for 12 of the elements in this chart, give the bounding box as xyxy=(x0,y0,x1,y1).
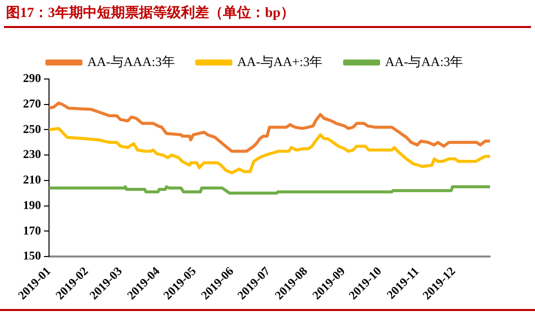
y-tick-label: 190 xyxy=(23,198,41,212)
legend-label: AA-与AA:3年 xyxy=(385,54,464,69)
legend-label: AA-与AA+:3年 xyxy=(237,54,323,69)
y-tick-label: 230 xyxy=(23,147,41,162)
chart-title: 图17：3年期中短期票据等级利差（单位：bp） xyxy=(6,4,295,22)
y-tick-label: 250 xyxy=(23,122,41,136)
y-tick-label: 150 xyxy=(23,248,41,263)
y-tick-label: 290 xyxy=(23,71,41,86)
y-tick-label: 270 xyxy=(23,96,41,110)
y-tick-label: 170 xyxy=(23,223,41,238)
y-tick-label: 210 xyxy=(23,172,41,187)
legend-label: AA-与AAA:3年 xyxy=(87,54,175,69)
